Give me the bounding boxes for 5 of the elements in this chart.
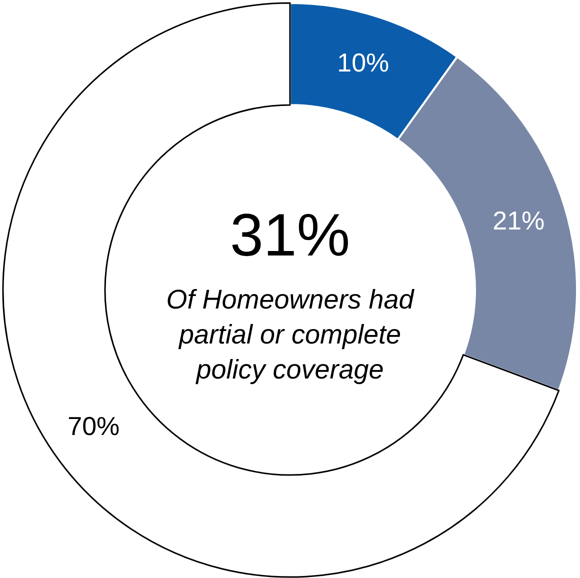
data-label: 10% bbox=[337, 47, 390, 78]
text: Of Homeowners had partial or complete policy coverage bbox=[166, 284, 415, 384]
text: 31% bbox=[230, 202, 350, 268]
data-label: 21% bbox=[492, 205, 545, 236]
data-label: 70% bbox=[68, 411, 120, 442]
